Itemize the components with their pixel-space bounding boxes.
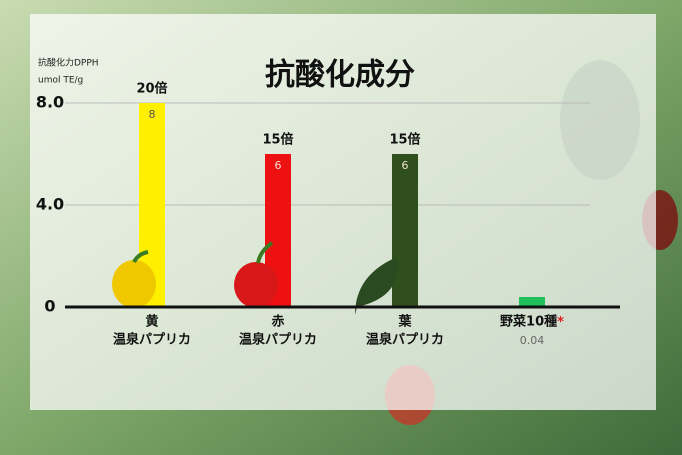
- chart: 抗酸化成分 抗酸化力DPPH umol TE/g 8.0 4.0 0 黄温泉パプリカ 2…: [0, 0, 682, 455]
- y-axis-label: umol TE/g: [38, 76, 83, 86]
- value-label: 6: [275, 159, 282, 172]
- multiple-label: 15倍: [262, 132, 293, 148]
- value-label: 0.04: [520, 334, 545, 347]
- x-tick-label: 赤: [271, 314, 284, 330]
- y-tick-label: 8.0: [36, 93, 64, 112]
- chart-title: 抗酸化成分: [265, 58, 415, 93]
- y-tick-label: 0: [44, 297, 55, 316]
- bar: [392, 154, 418, 307]
- page: 抗酸化成分 抗酸化力DPPH umol TE/g 8.0 4.0 0 黄温泉パプリカ 2…: [0, 0, 682, 455]
- x-tick-label: 温泉パプリカ: [239, 332, 317, 348]
- yellow-pepper-icon: [112, 260, 156, 308]
- y-axis-label: 抗酸化力DPPH: [38, 57, 99, 69]
- x-tick-label: 黄: [145, 314, 158, 330]
- x-tick-label: 温泉パプリカ: [113, 332, 191, 348]
- multiple-label: 15倍: [389, 132, 420, 148]
- red-pepper-icon: [234, 262, 278, 308]
- x-tick-label: 温泉パプリカ: [366, 332, 444, 348]
- multiple-label: 20倍: [136, 81, 167, 97]
- note-mark: *: [557, 315, 564, 330]
- x-tick-label: 野菜10種*: [500, 314, 564, 330]
- x-tick-label: 葉: [397, 314, 412, 330]
- y-tick-label: 4.0: [36, 195, 64, 214]
- value-label: 6: [402, 159, 409, 172]
- value-label: 8: [149, 108, 156, 121]
